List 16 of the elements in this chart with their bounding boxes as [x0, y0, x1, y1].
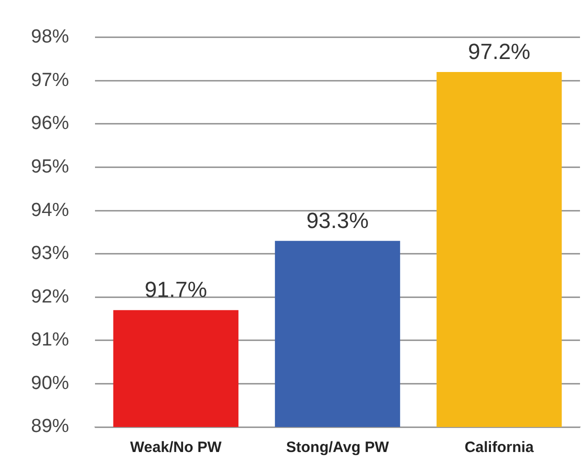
x-tick-label: Weak/No PW [130, 439, 222, 456]
x-tick-label: Stong/Avg PW [286, 439, 390, 456]
y-tick-label: 96% [30, 113, 70, 134]
data-label: 97.2% [468, 39, 530, 64]
data-label: 93.3% [306, 208, 369, 233]
y-tick-label: 98% [30, 26, 70, 48]
y-tick-label: 92% [30, 286, 70, 308]
x-tick-label: California [464, 439, 534, 456]
y-tick-label: 94% [30, 200, 70, 221]
y-tick-label: 97% [30, 70, 70, 91]
y-tick-label: 91% [30, 330, 70, 351]
y-tick-label: 89% [30, 416, 70, 438]
y-tick-label: 90% [30, 372, 70, 394]
data-label: 91.7% [144, 277, 208, 302]
y-tick-label: 95% [30, 156, 70, 178]
y-tick-label: 93% [30, 243, 70, 264]
